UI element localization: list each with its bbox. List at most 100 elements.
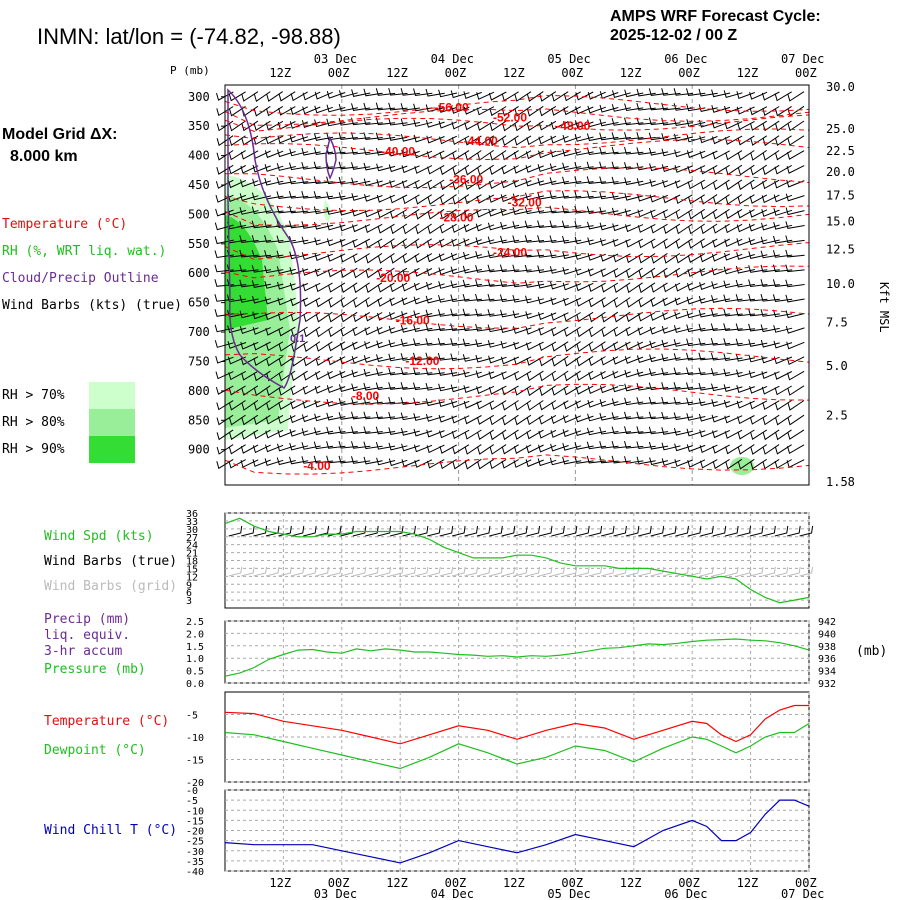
time-tick-label-top: 12Z — [269, 66, 291, 80]
height-axis-title: Kft MSL — [877, 282, 891, 333]
wind-barb — [599, 426, 619, 435]
wind-barb — [301, 133, 321, 142]
cross-section-frame — [224, 84, 810, 486]
wind-barb — [625, 238, 644, 248]
height-tick-label: 20.0 — [826, 165, 855, 179]
wind-barb — [736, 369, 756, 378]
wind-barb — [711, 281, 731, 290]
wind-barb — [587, 399, 606, 408]
date-label-bottom: 05 Dec — [547, 887, 590, 900]
wind-barb — [735, 294, 756, 302]
wind-barb — [698, 413, 718, 422]
wind-barb — [264, 250, 284, 258]
wind-barb — [710, 309, 731, 317]
wind-barb — [636, 368, 656, 377]
wind-barb — [438, 253, 457, 262]
wind-barb — [289, 282, 309, 291]
wind-barb-true — [228, 525, 243, 537]
wind-barb — [438, 414, 458, 423]
wind-barb — [624, 132, 644, 140]
wind-barb — [661, 102, 681, 111]
wind-barb — [502, 414, 519, 426]
wind-barb — [761, 371, 780, 379]
wind-barb — [326, 412, 346, 421]
wind-barb — [762, 106, 780, 116]
wind-barb — [462, 308, 482, 317]
wind-barb — [489, 135, 507, 147]
wind-barb — [526, 444, 544, 454]
wind-barb — [624, 192, 644, 201]
wind-barb — [289, 442, 309, 451]
wind-barb — [277, 149, 296, 158]
wind-barb — [339, 356, 358, 365]
wind-barb-grid — [402, 566, 416, 577]
wind-barb — [525, 295, 545, 304]
wind-barb — [686, 338, 706, 347]
wind-barb-grid — [414, 566, 429, 577]
wind-barb — [388, 382, 408, 390]
wind-barb — [526, 135, 544, 146]
wind-barb — [661, 353, 681, 362]
wind-barb — [526, 400, 544, 411]
wind-barb — [253, 135, 271, 146]
wind-barb — [526, 370, 544, 382]
wind-barb — [636, 441, 656, 450]
wind-barb — [686, 150, 706, 159]
time-tick-label-top: 12Z — [737, 66, 759, 80]
wind-barb — [353, 282, 370, 294]
precip-pressure-panel-tick-label: 0.5 — [186, 667, 204, 678]
wind-barb — [451, 223, 470, 233]
wind-barb — [787, 91, 805, 102]
legend-temperature: Temperature (°C) — [2, 217, 128, 232]
wind-barb — [587, 385, 606, 394]
cloud-outline-upper — [325, 135, 337, 180]
time-tick-label-top: 00Z — [678, 66, 700, 80]
wind-barb — [675, 267, 693, 278]
wind-barb — [476, 91, 495, 100]
wind-barb — [289, 415, 309, 424]
wind-barb — [239, 264, 259, 273]
wind-barb — [364, 209, 383, 218]
wind-barb — [737, 194, 755, 205]
wind-barb — [761, 222, 780, 231]
pressure-tick-label: 900 — [188, 443, 210, 457]
wind-barb — [450, 308, 470, 317]
wind-barb — [588, 311, 606, 323]
wind-barb — [537, 235, 557, 243]
wind-barb — [452, 458, 470, 470]
wind-barb — [289, 428, 309, 437]
wind-barb — [574, 205, 594, 214]
wind-barb — [314, 91, 333, 100]
wind-barb — [600, 253, 619, 262]
wind-barb — [712, 150, 730, 160]
temperature-contour-line — [224, 114, 810, 132]
wind-barb — [538, 135, 557, 145]
height-tick-label: 12.5 — [826, 243, 855, 257]
wind-barb — [439, 429, 458, 439]
wind-barb — [551, 91, 569, 102]
wind-barb — [327, 267, 346, 278]
wind-barb — [326, 176, 346, 185]
wind-barb — [576, 311, 594, 323]
wind-barb — [562, 456, 582, 465]
wind-barb — [624, 411, 644, 420]
wind-speed-panel-tick-label: 21 — [186, 549, 198, 560]
wind-barb — [736, 91, 755, 99]
wind-barb — [253, 120, 271, 131]
wind-barb — [600, 267, 619, 278]
wind-barb — [462, 279, 482, 288]
wind-barb — [463, 91, 482, 100]
wind-barb — [624, 117, 644, 126]
wind-barb — [599, 441, 619, 449]
wind-barb — [626, 282, 643, 294]
wind-barb — [574, 221, 594, 229]
wind-barb — [586, 427, 607, 436]
wind-barb — [303, 341, 321, 353]
wind-barb — [761, 91, 780, 101]
wind-barb — [351, 441, 371, 449]
wind-barb — [648, 147, 669, 156]
wind-barb — [624, 426, 644, 434]
wind-chill-panel-tick-label: -40 — [186, 867, 204, 878]
wind-barb — [661, 442, 681, 451]
wind-barb — [760, 264, 780, 273]
